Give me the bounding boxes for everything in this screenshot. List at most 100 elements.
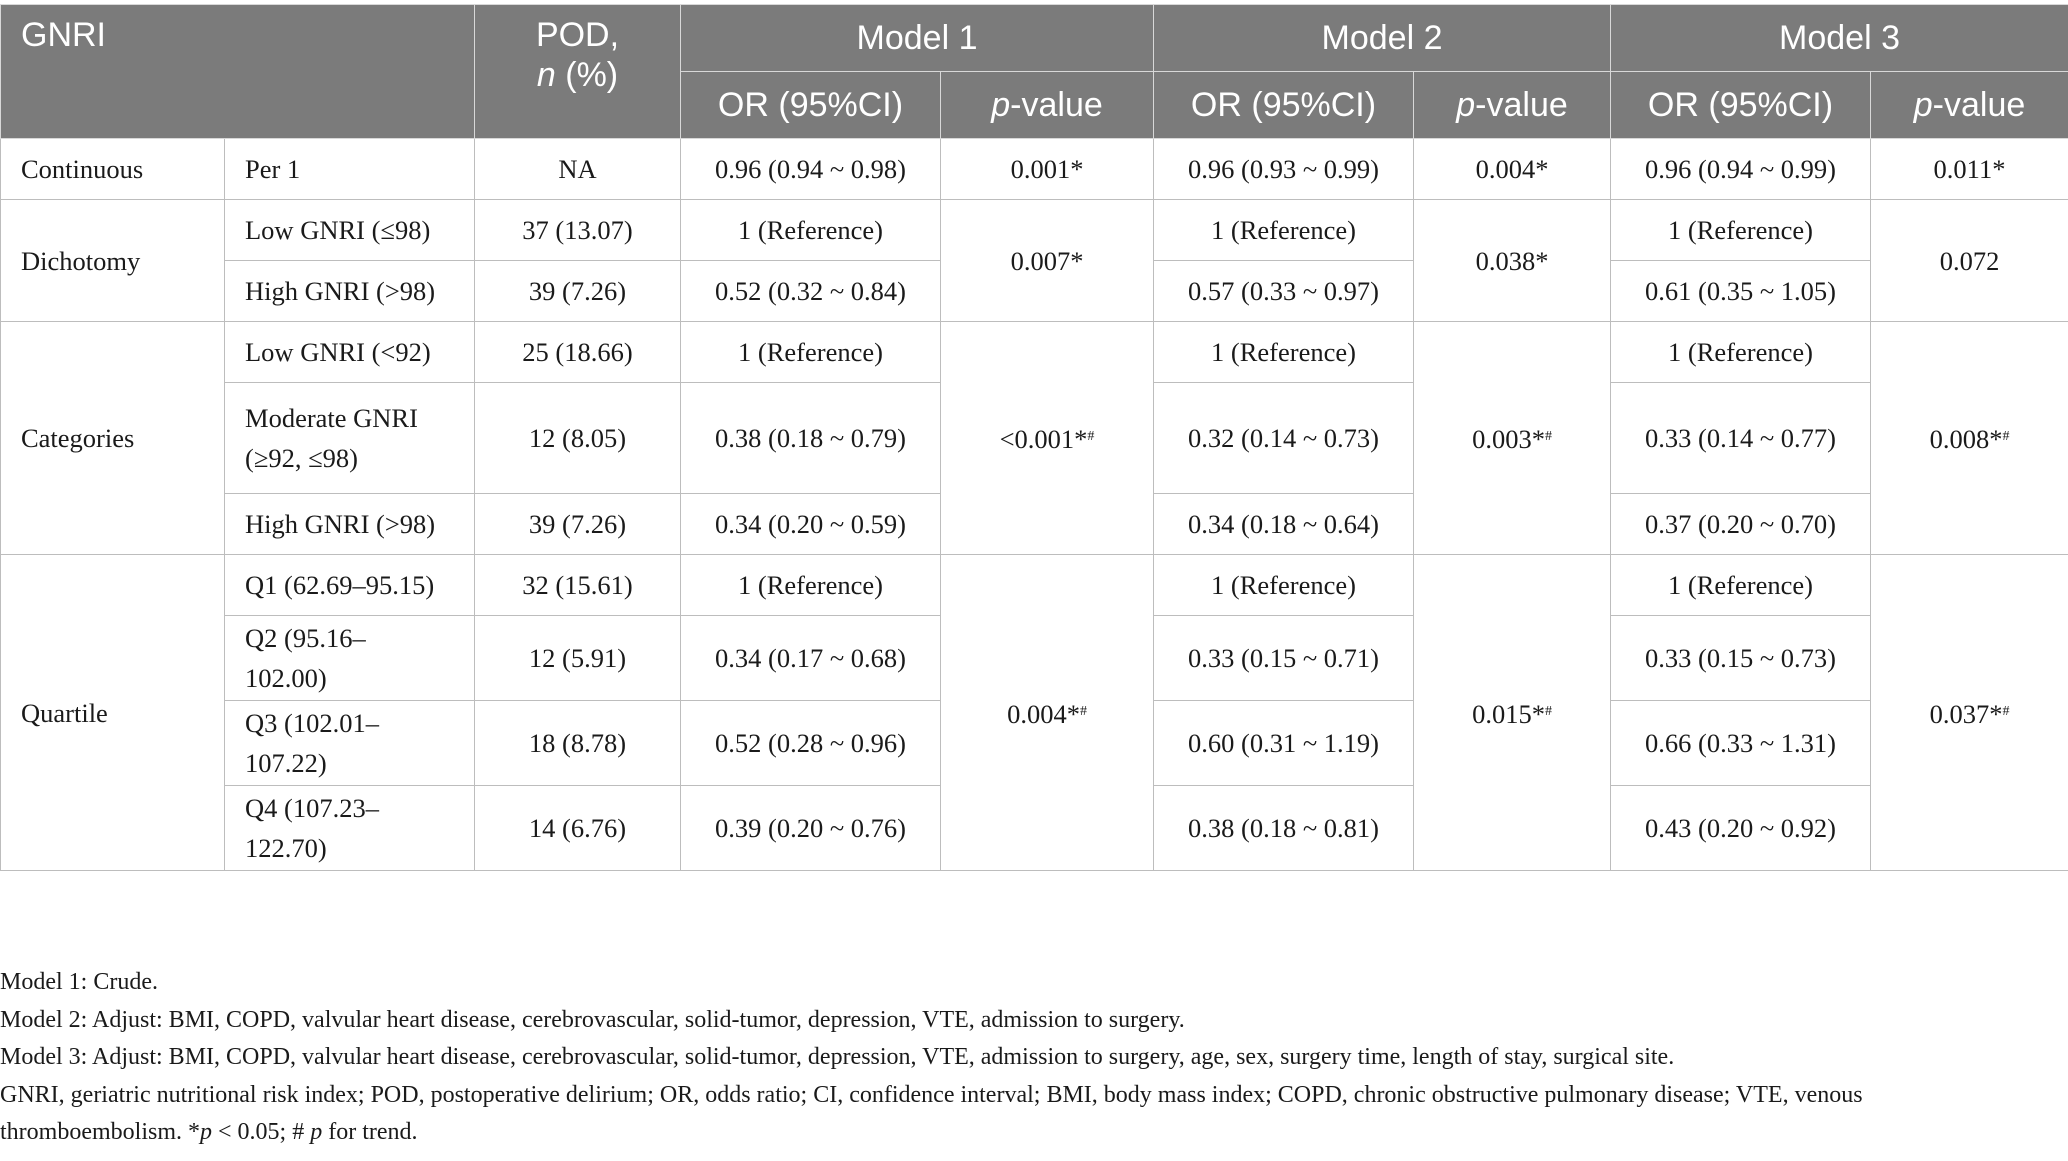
or-cell: 1 (Reference) [1610,199,1871,261]
abbrev-p1: p [200,1119,212,1145]
group-label: Categories [0,321,225,555]
model2-header: Model 2 [1153,4,1611,72]
row-label: Low GNRI (<92) [224,321,475,383]
row-label: High GNRI (>98) [224,260,475,322]
p-italic: p [1913,86,1933,124]
p-value: <0.001* [999,424,1088,454]
or-cell: 1 (Reference) [1610,321,1871,383]
pod-cell: 18 (8.78) [474,700,681,786]
row-label: Moderate GNRI (≥92, ≤98) [224,382,475,494]
table-row: Categories Low GNRI (<92) 25 (18.66) 1 (… [0,321,2068,555]
p-value: 0.037* [1929,698,2003,729]
trend-mark: # [1544,703,1552,719]
p-cell: 0.011* [1870,138,2068,200]
table-container: GNRI POD, n (%) Model 1 Model 2 Model 3 … [0,4,2068,871]
or-cell: 0.52 (0.28 ~ 0.96) [680,700,941,786]
p-italic: p [1456,86,1476,124]
or-cell: 0.52 (0.32 ~ 0.84) [680,260,941,322]
pod-header: POD, n (%) [474,4,681,139]
table-row: Dichotomy Low GNRI (≤98) 37 (13.07) 1 (R… [0,199,2068,322]
or-cell: 0.33 (0.15 ~ 0.73) [1610,615,1871,701]
note-model2: Model 2: Adjust: BMI, COPD, valvular hea… [0,1006,1185,1033]
p-cell: 0.038* [1413,199,1611,322]
or-cell: 1 (Reference) [1153,199,1414,261]
p-suffix: -value [1010,86,1103,124]
gnri-header: GNRI [0,4,475,139]
pod-cell: 25 (18.66) [474,321,681,383]
or-cell: 0.66 (0.33 ~ 1.31) [1610,700,1871,786]
p-value: 0.003* [1472,424,1545,454]
model3-or-header: OR (95%CI) [1610,71,1871,139]
p-cell: 0.037*# [1870,554,2068,871]
pod-header-pct: (%) [555,56,619,94]
or-cell: 1 (Reference) [1153,321,1414,383]
model1-header: Model 1 [680,4,1154,72]
row-label: Q4 (107.23– 122.70) [224,785,475,871]
table-row: High GNRI (>98) 39 (7.26) 0.34 (0.20 ~ 0… [1,493,2068,555]
p-cell: 0.004* [1413,138,1611,200]
p-cell: 0.007* [940,199,1154,322]
table-row: Q2 (95.16– 102.00) 12 (5.91) 0.34 (0.17 ~… [1,615,2068,701]
abbrev-p2: p [310,1119,323,1145]
abbrev-text: GNRI, geriatric nutritional risk index; … [0,1081,1863,1146]
trend-mark: # [1087,429,1095,444]
table-row: Continuous Per 1 NA 0.96 (0.94 ~ 0.98) 0… [0,138,2068,200]
table-row: Moderate GNRI (≥92, ≤98) 12 (8.05) 0.38 (… [1,382,2068,494]
table-row: Q4 (107.23– 122.70) 14 (6.76) 0.39 (0.20 … [1,785,2068,871]
row-label-line1: Q4 (107.23– [245,793,379,823]
p-value: 0.015* [1472,698,1545,729]
row-label: Per 1 [224,138,475,200]
abbrev-mid: < 0.05; # [212,1119,311,1145]
pod-cell: 32 (15.61) [474,554,681,616]
row-label: Q2 (95.16– 102.00) [224,615,475,701]
row-label-line1: Moderate GNRI [245,403,418,433]
abbrev-end: for trend. [322,1119,418,1145]
or-cell: 0.34 (0.20 ~ 0.59) [680,493,941,555]
pod-header-n: n [536,56,556,94]
table-row: High GNRI (>98) 39 (7.26) 0.52 (0.32 ~ 0… [1,260,2068,322]
note-model1: Model 1: Crude. [0,969,158,995]
model1-p-header: p-value [940,71,1154,139]
p-cell: <0.001*# [940,321,1154,555]
gnri-pod-odds-table: GNRI POD, n (%) Model 1 Model 2 Model 3 … [0,4,2068,871]
p-value: 0.004* [1007,698,1080,729]
p-cell: 0.015*# [1413,554,1611,871]
row-label: Low GNRI (≤98) [224,199,475,261]
model2-or-header: OR (95%CI) [1153,71,1414,139]
table-footnotes: Model 1: Crude. Model 2: Adjust: BMI, CO… [0,964,2068,1152]
or-cell: 0.96 (0.93 ~ 0.99) [1153,138,1414,200]
or-cell: 1 (Reference) [1153,554,1414,616]
pod-cell: NA [474,138,681,200]
note-model3: Model 3: Adjust: BMI, COPD, valvular hea… [0,1044,1675,1070]
or-cell: 1 (Reference) [680,554,941,616]
p-suffix: -value [1475,86,1568,124]
or-cell: 0.57 (0.33 ~ 0.97) [1153,260,1414,322]
row-label: High GNRI (>98) [224,493,475,555]
or-cell: 0.39 (0.20 ~ 0.76) [680,785,941,871]
row-label-line2: 102.00) [245,663,327,693]
pod-cell: 39 (7.26) [474,260,681,322]
or-cell: 0.38 (0.18 ~ 0.81) [1153,785,1414,871]
pod-cell: 14 (6.76) [474,785,681,871]
or-cell: 0.34 (0.18 ~ 0.64) [1153,493,1414,555]
p-cell: 0.001* [940,138,1154,200]
note-abbreviations: GNRI, geriatric nutritional risk index; … [0,1077,2040,1152]
p-cell: 0.008*# [1870,321,2068,555]
or-cell: 0.60 (0.31 ~ 1.19) [1153,700,1414,786]
pod-header-line1: POD, [535,16,620,54]
row-label-line2: (≥92, ≤98) [245,443,358,473]
or-cell: 0.43 (0.20 ~ 0.92) [1610,785,1871,871]
row-label: Q3 (102.01– 107.22) [224,700,475,786]
trend-mark: # [2002,429,2010,444]
or-cell: 0.33 (0.14 ~ 0.77) [1610,382,1871,494]
or-cell: 0.33 (0.15 ~ 0.71) [1153,615,1414,701]
p-cell: 0.003*# [1413,321,1611,555]
pod-cell: 37 (13.07) [474,199,681,261]
group-label: Continuous [0,138,225,200]
p-cell: 0.072 [1870,199,2068,322]
or-cell: 0.32 (0.14 ~ 0.73) [1153,382,1414,494]
or-cell: 1 (Reference) [680,321,941,383]
pod-cell: 12 (8.05) [474,382,681,494]
or-cell: 1 (Reference) [1610,554,1871,616]
p-value: 0.008* [1929,424,2003,454]
